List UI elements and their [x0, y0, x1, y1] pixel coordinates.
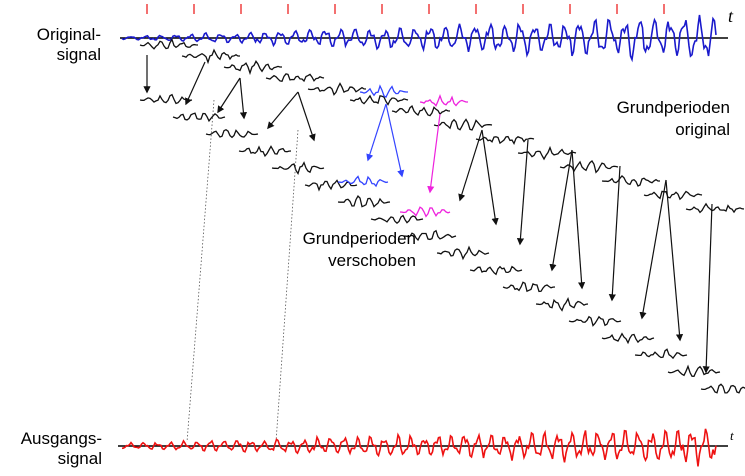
pitch-period-segment	[535, 296, 589, 312]
mapping-arrow	[267, 91, 299, 130]
period-markers	[146, 4, 665, 14]
pitch-period-segment	[139, 37, 199, 50]
pitch-period-segment	[223, 60, 282, 76]
pitch-period-segment	[271, 161, 325, 175]
mapping-arrow	[639, 179, 667, 320]
pitch-period-segment	[436, 245, 490, 261]
pitch-period-segment	[391, 105, 451, 117]
pitch-period-segment	[685, 202, 745, 214]
pitch-period-segment	[265, 73, 325, 83]
pitch-period-segment	[181, 48, 240, 65]
pitch-period-segment	[205, 128, 259, 139]
pitch-period-segment	[370, 214, 424, 224]
pitch-period-segment	[419, 94, 468, 107]
pitch-period-segment	[172, 112, 226, 123]
mapping-arrow	[608, 165, 621, 302]
mapping-arrow	[702, 203, 713, 374]
pitch-period-segment	[502, 281, 556, 293]
guide-line	[186, 99, 215, 443]
pitch-period-segment	[643, 190, 703, 201]
mapping-arrow	[217, 77, 241, 114]
pitch-period-segment	[139, 93, 193, 105]
time-axis-label-bottom: t	[730, 428, 734, 443]
pitch-period-segment	[359, 84, 408, 99]
mapping-arrow	[239, 77, 248, 120]
pitch-period-segment	[433, 118, 493, 131]
pitch-period-segment	[700, 383, 745, 394]
mapping-arrow	[549, 149, 573, 272]
mapping-arrow	[297, 91, 316, 142]
pitch-period-segment	[403, 229, 457, 242]
pitch-period-segment	[337, 175, 389, 188]
pitch-period-segment	[475, 135, 535, 145]
original-signal-label: Original-signal	[37, 25, 101, 64]
original-signal-waveform	[121, 14, 717, 63]
time-axis-label-top: t	[728, 6, 734, 26]
pitch-period-segment	[601, 332, 655, 345]
periods-shifted-label: Grundperioden verschoben	[303, 229, 416, 270]
pitch-period-segment	[601, 174, 660, 187]
pitch-period-segment	[667, 364, 721, 377]
pitch-period-segment	[337, 195, 391, 208]
pitch-period-segment	[469, 265, 523, 276]
mapping-arrow	[481, 129, 499, 226]
mapping-arrow	[516, 139, 529, 246]
pitch-period-segment	[307, 82, 367, 96]
output-signal-waveform	[121, 428, 717, 467]
mapping-arrow	[458, 129, 483, 202]
mapping-arrow	[185, 61, 206, 106]
mapping-arrows	[143, 55, 713, 374]
pitch-period-segment	[238, 145, 292, 158]
output-signal-label: Ausgangs-signal	[21, 429, 102, 468]
guide-line	[275, 129, 299, 443]
pitch-period-segment	[634, 348, 688, 360]
pitch-period-segment	[568, 315, 622, 327]
periods-original-label: Grundperioden original	[617, 98, 730, 139]
mapping-arrow	[366, 103, 387, 162]
pitch-periods-cascade	[139, 37, 745, 394]
mapping-arrow	[571, 149, 586, 290]
mapping-arrow	[427, 113, 441, 194]
mapping-arrow	[385, 103, 405, 178]
mapping-arrow	[665, 179, 684, 342]
pitch-period-segment	[349, 94, 409, 106]
pitch-period-segment	[399, 206, 451, 218]
